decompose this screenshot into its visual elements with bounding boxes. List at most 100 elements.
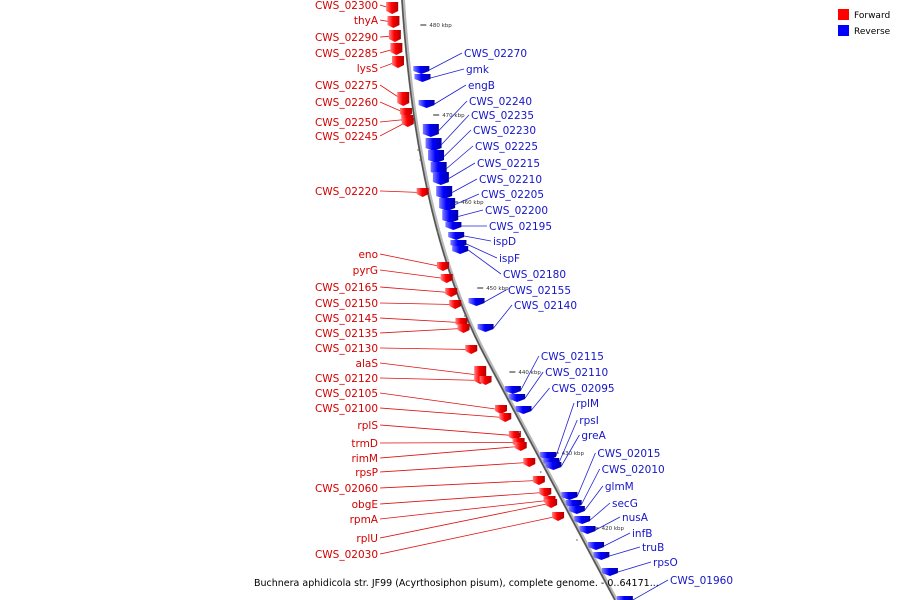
reverse-gene-label[interactable]: CWS_02240 [469,96,532,108]
reverse-gene-feature[interactable] [616,596,633,600]
reverse-gene-label[interactable]: CWS_02195 [489,221,552,233]
reverse-gene-feature[interactable] [574,516,591,524]
forward-gene-label[interactable]: rplU [356,533,378,545]
forward-gene-label[interactable]: CWS_02105 [315,388,378,400]
reverse-gene-feature[interactable] [448,232,465,240]
reverse-gene-label[interactable]: gmk [466,64,490,76]
reverse-gene-label[interactable]: infB [632,528,652,540]
forward-gene-feature[interactable] [401,118,414,127]
forward-gene-label[interactable]: CWS_02165 [315,282,378,294]
reverse-gene-feature[interactable] [601,568,618,576]
forward-gene-feature[interactable] [532,476,545,485]
reverse-gene-label[interactable]: secG [612,498,638,510]
reverse-gene-label[interactable]: nusA [622,512,649,524]
reverse-gene-label[interactable]: rpsO [653,557,678,569]
reverse-gene-label[interactable]: greA [581,430,606,442]
forward-gene-feature[interactable] [539,488,552,497]
forward-gene-feature[interactable] [457,324,470,333]
reverse-gene-label[interactable]: CWS_02110 [545,367,608,379]
reverse-gene-label[interactable]: CWS_02235 [471,110,534,122]
reverse-gene-label[interactable]: rpsI [579,415,599,427]
reverse-gene-label[interactable]: CWS_02180 [503,269,566,281]
forward-gene-label[interactable]: lysS [357,63,379,75]
reverse-gene-feature[interactable] [515,406,532,414]
forward-gene-feature[interactable] [388,30,401,42]
reverse-gene-feature[interactable] [477,324,494,332]
forward-gene-label[interactable]: alaS [356,358,379,370]
forward-gene-label[interactable]: CWS_02290 [315,32,378,44]
reverse-gene-label[interactable]: CWS_02210 [479,174,542,186]
forward-gene-feature[interactable] [390,43,403,55]
forward-gene-feature[interactable] [386,2,399,14]
forward-gene-feature[interactable] [399,108,412,117]
reverse-gene-feature[interactable] [561,492,578,500]
reverse-gene-feature[interactable] [422,124,439,137]
forward-gene-feature[interactable] [416,188,429,197]
forward-gene-label[interactable]: obgE [352,499,378,511]
reverse-gene-label[interactable]: CWS_02015 [597,448,660,460]
forward-gene-label[interactable]: CWS_02135 [315,328,378,340]
reverse-gene-label[interactable]: CWS_01960 [670,575,733,587]
forward-gene-label[interactable]: CWS_02250 [315,117,378,129]
reverse-gene-feature[interactable] [428,150,445,163]
reverse-gene-label[interactable]: engB [468,80,495,92]
forward-gene-label[interactable]: trmD [351,438,378,450]
forward-gene-label[interactable]: pyrG [353,265,378,277]
reverse-gene-feature[interactable] [442,210,459,223]
forward-gene-feature[interactable] [508,431,521,440]
forward-gene-feature[interactable] [440,274,453,283]
forward-gene-feature[interactable] [514,442,527,451]
reverse-gene-label[interactable]: CWS_02230 [473,125,536,137]
forward-gene-feature[interactable] [465,345,478,354]
forward-gene-label[interactable]: rpmA [350,514,379,526]
forward-gene-label[interactable]: CWS_02300 [315,0,378,12]
reverse-gene-label[interactable]: ispF [499,253,520,265]
reverse-gene-feature[interactable] [418,100,435,108]
forward-gene-feature[interactable] [495,405,507,414]
forward-gene-label[interactable]: CWS_02120 [315,373,378,385]
forward-gene-label[interactable]: rpsP [355,467,378,479]
reverse-gene-feature[interactable] [588,542,605,550]
forward-gene-label[interactable]: rplS [357,420,378,432]
forward-gene-feature[interactable] [523,458,536,467]
reverse-gene-label[interactable]: CWS_02115 [541,351,604,363]
reverse-gene-label[interactable]: glmM [605,481,634,493]
reverse-gene-label[interactable]: truB [642,542,664,554]
reverse-gene-feature[interactable] [509,394,526,402]
forward-gene-feature[interactable] [436,262,449,271]
forward-gene-label[interactable]: CWS_02245 [315,131,378,143]
reverse-gene-feature[interactable] [436,186,453,199]
reverse-gene-feature[interactable] [439,198,456,211]
reverse-gene-feature[interactable] [545,462,562,470]
forward-gene-feature[interactable] [387,16,400,28]
reverse-gene-feature[interactable] [425,138,442,151]
reverse-gene-feature[interactable] [504,386,521,394]
forward-gene-label[interactable]: CWS_02145 [315,313,378,325]
reverse-gene-label[interactable]: CWS_02095 [552,383,615,395]
reverse-gene-label[interactable]: CWS_02155 [508,285,571,297]
forward-gene-label[interactable]: rimM [351,453,378,465]
reverse-gene-label[interactable]: CWS_02205 [481,189,544,201]
reverse-gene-label[interactable]: CWS_02140 [514,300,577,312]
reverse-gene-feature[interactable] [452,246,469,254]
reverse-gene-feature[interactable] [593,552,610,560]
reverse-gene-feature[interactable] [432,172,449,185]
forward-gene-feature[interactable] [391,56,404,68]
forward-gene-feature[interactable] [397,92,410,106]
reverse-gene-feature[interactable] [413,66,430,74]
reverse-gene-feature[interactable] [579,526,596,534]
reverse-gene-feature[interactable] [430,162,447,175]
forward-gene-label[interactable]: CWS_02260 [315,97,378,109]
forward-gene-label[interactable]: CWS_02150 [315,298,378,310]
reverse-gene-label[interactable]: CWS_02215 [477,158,540,170]
forward-gene-feature[interactable] [545,499,558,508]
reverse-gene-feature[interactable] [568,506,585,514]
reverse-gene-feature[interactable] [414,74,431,82]
reverse-gene-label[interactable]: CWS_02225 [475,141,538,153]
forward-gene-feature[interactable] [445,288,458,297]
forward-gene-feature[interactable] [449,300,462,309]
reverse-gene-label[interactable]: CWS_02010 [602,464,665,476]
forward-gene-label[interactable]: CWS_02100 [315,403,378,415]
forward-gene-label[interactable]: eno [358,249,378,261]
forward-gene-feature[interactable] [479,376,492,385]
